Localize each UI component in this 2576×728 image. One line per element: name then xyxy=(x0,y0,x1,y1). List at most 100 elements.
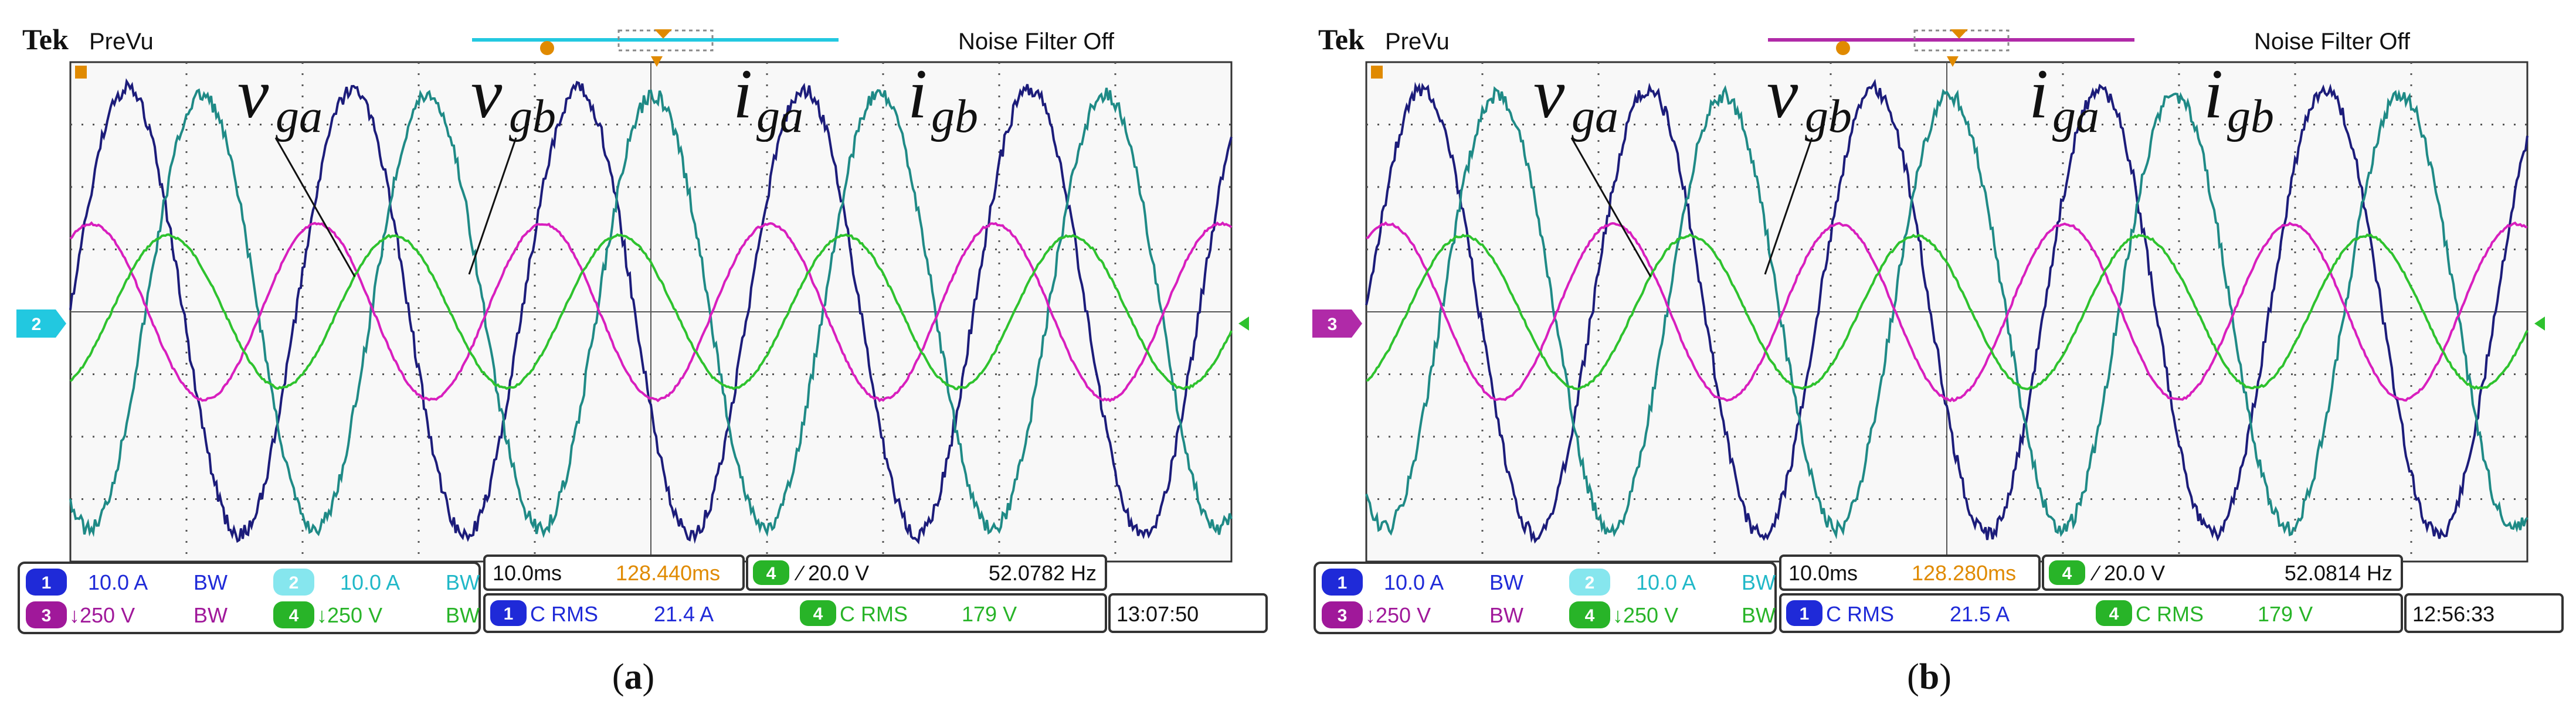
waveforms xyxy=(69,78,1233,545)
trigger-position-value: 128.280ms xyxy=(1912,561,2016,585)
svg-text:i: i xyxy=(2029,55,2048,132)
waveform-ch3-vga xyxy=(69,221,1233,403)
ch2-readout[interactable]: 2 10.0 A BW xyxy=(1569,569,1776,596)
waveform-ch2 xyxy=(69,87,1233,539)
label-vgb: v gb xyxy=(1767,55,1852,142)
frequency-readout: 52.0814 Hz xyxy=(2285,561,2392,585)
oscilloscope-panel-a: Tek PreVu Noise Filter Off v ga v gb i xyxy=(0,0,1278,728)
measurements-box[interactable]: 1 C RMS 21.4 A 4 C RMS 179 V xyxy=(483,593,1107,633)
svg-text:BW: BW xyxy=(1742,603,1776,627)
label-iga: i ga xyxy=(2029,55,2099,142)
measurement-1-badge xyxy=(490,600,527,626)
svg-text:gb: gb xyxy=(2227,91,2274,142)
svg-text:10.0 A: 10.0 A xyxy=(88,570,148,594)
svg-text:BW: BW xyxy=(1489,570,1523,594)
svg-text:10.0 A: 10.0 A xyxy=(1384,570,1444,594)
svg-text:4: 4 xyxy=(766,564,776,583)
svg-text:179 V: 179 V xyxy=(962,602,1017,626)
frequency-readout: 52.0782 Hz xyxy=(989,561,1097,585)
label-igb: i gb xyxy=(908,55,978,142)
svg-text:BW: BW xyxy=(194,603,228,627)
graticule xyxy=(70,62,1231,562)
ch3-readout[interactable]: 3 ↓250 V BW xyxy=(1322,601,1523,628)
ch4-offset-marker-icon xyxy=(1238,317,1249,331)
measurement-2-badge xyxy=(800,600,836,626)
svg-text:BW: BW xyxy=(194,570,228,594)
svg-text:gb: gb xyxy=(1805,91,1852,142)
measurements-box[interactable]: 1 C RMS 21.5 A 4 C RMS 179 V xyxy=(1779,593,2403,633)
trigger-box[interactable]: 4 ∕ 20.0 V 52.0814 Hz xyxy=(2042,554,2403,591)
svg-text:BW: BW xyxy=(1489,603,1523,627)
svg-text:1: 1 xyxy=(1338,573,1348,593)
svg-text:v: v xyxy=(471,55,503,132)
ch1-badge xyxy=(1322,569,1363,596)
ch4-readout[interactable]: 4 ↓250 V BW xyxy=(1569,601,1776,628)
ch2-readout[interactable]: 2 10.0 A BW xyxy=(273,569,480,596)
ch1-badge xyxy=(26,569,67,596)
caption-a: (a) xyxy=(612,657,655,697)
pointer-vga xyxy=(274,137,356,277)
label-vga: v ga xyxy=(237,55,323,142)
svg-text:ga: ga xyxy=(276,91,323,142)
label-vga: v ga xyxy=(1533,55,1618,142)
ch4-readout[interactable]: 4 ↓250 V BW xyxy=(273,601,480,628)
scope-display: Tek PreVu Noise Filter Off v ga v gb i xyxy=(16,23,1268,634)
trigger-channel-badge xyxy=(753,560,789,585)
timebase-box[interactable]: 10.0ms 128.440ms xyxy=(483,554,745,591)
channel-marker[interactable]: 3 xyxy=(1312,309,1362,338)
trigger-box[interactable]: 4 ∕ 20.0 V 52.0782 Hz xyxy=(746,554,1107,591)
noise-filter-status: Noise Filter Off xyxy=(2254,29,2411,55)
channel-scales-box[interactable]: 1 10.0 A BW 2 10.0 A BW 3 ↓250 V BW 4 ↓2… xyxy=(1314,562,1777,634)
pointer-vgb xyxy=(1764,137,1813,275)
ch1-readout[interactable]: 1 10.0 A BW xyxy=(1322,569,1523,596)
ch4-offset-marker-icon xyxy=(2534,317,2545,331)
waveform-ch4-vgb xyxy=(1366,233,2529,390)
svg-text:BW: BW xyxy=(446,603,480,627)
measurement-2: 4 C RMS 179 V xyxy=(2096,600,2313,626)
oscilloscope-panel-b: Tek PreVu Noise Filter Off v ga v gb i g… xyxy=(1296,0,2574,728)
mode-label: PreVu xyxy=(1385,29,1450,55)
waveforms xyxy=(1365,79,2529,544)
svg-text:4: 4 xyxy=(289,606,299,625)
clock-time: 13:07:50 xyxy=(1116,602,1199,626)
waveform-ch1 xyxy=(69,78,1233,545)
trigger-level-flag-icon xyxy=(1371,66,1383,79)
svg-text:C RMS: C RMS xyxy=(2136,602,2204,626)
ch3-readout[interactable]: 3 ↓250 V BW xyxy=(26,601,228,628)
svg-text:3: 3 xyxy=(1328,315,1338,334)
waveform-ch2 xyxy=(1365,85,2529,540)
channel-marker[interactable]: 2 xyxy=(16,309,66,338)
trigger-level: ∕ 20.0 V xyxy=(2090,561,2165,585)
trigger-time-marker xyxy=(1947,56,1959,67)
svg-text:v: v xyxy=(237,55,269,132)
svg-text:ga: ga xyxy=(2052,91,2099,142)
ch1-readout[interactable]: 1 10.0 A BW xyxy=(26,569,228,596)
svg-text:C RMS: C RMS xyxy=(1826,602,1894,626)
trigger-time-marker xyxy=(651,56,663,67)
svg-text:BW: BW xyxy=(1742,570,1776,594)
channel-scales-box[interactable]: 1 10.0 A BW 2 10.0 A BW 3 ↓250 V BW 4 ↓2… xyxy=(18,562,481,634)
label-iga: i ga xyxy=(733,55,803,142)
noise-filter-status: Noise Filter Off xyxy=(958,29,1115,55)
label-vgb: v gb xyxy=(471,55,556,142)
waveform-ch3-vga xyxy=(1366,221,2528,403)
svg-text:4: 4 xyxy=(2109,604,2119,624)
trigger-level: ∕ 20.0 V xyxy=(794,561,869,585)
ch2-badge xyxy=(273,569,314,596)
svg-text:3: 3 xyxy=(1338,606,1348,625)
svg-text:2: 2 xyxy=(1585,573,1595,593)
svg-text:1: 1 xyxy=(1800,604,1810,624)
svg-text:gb: gb xyxy=(931,91,978,142)
svg-text:21.5 A: 21.5 A xyxy=(1950,602,2010,626)
caption-b: (b) xyxy=(1907,657,1951,697)
svg-text:ga: ga xyxy=(1572,91,1618,142)
svg-text:21.4 A: 21.4 A xyxy=(654,602,714,626)
ch4-badge xyxy=(1569,601,1610,628)
svg-text:C RMS: C RMS xyxy=(840,602,908,626)
measurement-2: 4 C RMS 179 V xyxy=(800,600,1017,626)
svg-text:i: i xyxy=(733,55,752,132)
svg-text:10.0 A: 10.0 A xyxy=(1636,570,1696,594)
trigger-position-value: 128.440ms xyxy=(616,561,720,585)
timebase-box[interactable]: 10.0ms 128.280ms xyxy=(1779,554,2041,591)
measurement-1: 1 C RMS 21.5 A xyxy=(1786,600,2010,626)
